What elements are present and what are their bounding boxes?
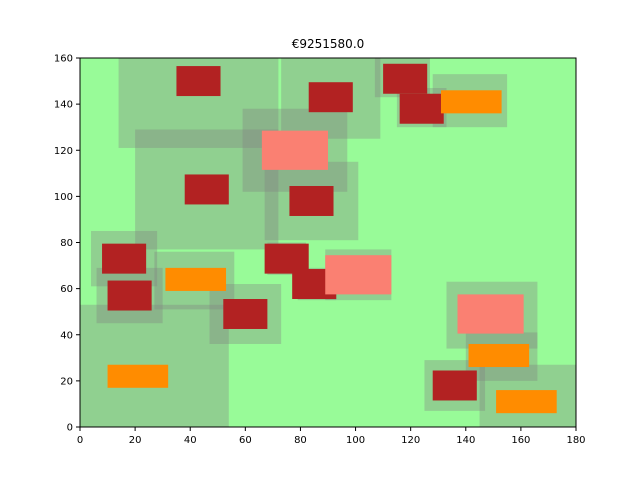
marker-pink-17 (261, 130, 328, 170)
y-tick-label: 160 (54, 54, 73, 65)
y-axis: 0 20 40 60 80 100 120 140 160 (54, 54, 80, 434)
marker-red-0 (176, 66, 221, 97)
x-tick-label: 140 (456, 435, 475, 446)
marker-red-5 (289, 185, 334, 216)
marker-orange-16 (496, 390, 557, 414)
marker-red-11 (432, 370, 477, 401)
y-tick-label: 80 (60, 238, 73, 249)
x-tick-label: 180 (566, 435, 585, 446)
marker-orange-12 (440, 90, 502, 114)
marker-red-1 (308, 82, 353, 113)
y-tick-label: 0 (67, 423, 73, 434)
x-axis: 0 20 40 60 80 100 120 140 160 180 (77, 427, 586, 446)
x-tick-label: 40 (184, 435, 197, 446)
x-tick-label: 20 (129, 435, 142, 446)
marker-orange-15 (468, 343, 530, 368)
marker-red-7 (107, 280, 152, 311)
marker-orange-14 (107, 364, 169, 388)
marker-red-2 (383, 63, 428, 94)
y-tick-label: 20 (60, 376, 73, 387)
x-tick-label: 160 (511, 435, 530, 446)
y-tick-label: 100 (54, 192, 73, 203)
marker-orange-13 (165, 267, 227, 291)
y-tick-label: 140 (54, 100, 73, 111)
markers-layer (102, 63, 557, 414)
y-tick-label: 40 (60, 330, 73, 341)
marker-red-6 (102, 243, 147, 274)
x-tick-label: 80 (294, 435, 307, 446)
marker-red-10 (223, 299, 268, 329)
y-tick-label: 60 (60, 284, 73, 295)
marker-red-8 (264, 243, 309, 274)
marker-pink-18 (325, 255, 392, 295)
marker-red-4 (184, 174, 229, 205)
marker-pink-19 (457, 294, 524, 334)
chart-title: €9251580.0 (292, 37, 365, 51)
x-tick-label: 100 (346, 435, 365, 446)
x-tick-label: 60 (239, 435, 252, 446)
y-tick-label: 120 (54, 146, 73, 157)
x-tick-label: 0 (77, 435, 83, 446)
marker-red-3 (399, 93, 444, 124)
x-tick-label: 120 (401, 435, 420, 446)
